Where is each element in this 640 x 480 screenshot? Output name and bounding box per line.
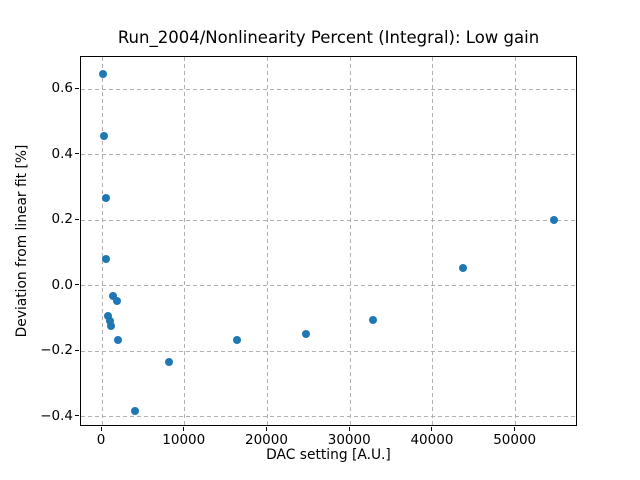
data-point xyxy=(459,263,468,272)
data-point xyxy=(301,330,310,339)
data-point xyxy=(107,321,116,330)
x-tick-mark xyxy=(514,427,516,431)
y-tick-mark xyxy=(75,153,79,155)
y-tick-mark xyxy=(75,415,79,417)
data-point xyxy=(104,311,113,320)
y-tick-label: 0.4 xyxy=(51,145,73,162)
y-gridline xyxy=(81,350,576,352)
x-gridline xyxy=(266,57,268,425)
y-tick-mark xyxy=(75,218,79,220)
y-tick-label: −0.2 xyxy=(40,342,73,359)
x-tick-mark xyxy=(183,427,185,431)
y-tick-label: 0.2 xyxy=(51,211,73,228)
y-tick-mark xyxy=(75,349,79,351)
data-point xyxy=(105,316,114,325)
x-tick-label: 20000 xyxy=(245,432,288,448)
x-tick-mark xyxy=(265,427,267,431)
x-tick-mark xyxy=(431,427,433,431)
data-point xyxy=(233,335,242,344)
y-tick-label: −0.4 xyxy=(40,407,73,424)
data-point xyxy=(131,406,140,415)
x-tick-mark xyxy=(348,427,350,431)
data-point xyxy=(114,335,123,344)
y-gridline xyxy=(81,219,576,221)
grid-layer xyxy=(81,57,576,425)
x-gridline xyxy=(184,57,186,425)
plot-area xyxy=(80,56,577,426)
x-gridline xyxy=(101,57,103,425)
data-point xyxy=(369,315,378,324)
data-point xyxy=(109,292,118,301)
x-axis-label: DAC setting [A.U.] xyxy=(266,447,391,463)
data-point xyxy=(165,357,174,366)
x-tick-mark xyxy=(100,427,102,431)
data-point xyxy=(101,255,110,264)
y-gridline xyxy=(81,285,576,287)
y-gridline xyxy=(81,154,576,156)
y-gridline xyxy=(81,88,576,90)
x-tick-label: 0 xyxy=(96,432,106,448)
data-point xyxy=(101,194,110,203)
x-tick-label: 40000 xyxy=(410,432,454,448)
y-tick-label: 0.0 xyxy=(51,276,73,293)
data-point xyxy=(99,131,108,140)
y-tick-mark xyxy=(75,87,79,89)
x-tick-label: 50000 xyxy=(493,432,537,448)
y-tick-label: 0.6 xyxy=(51,80,73,97)
chart-title: Run_2004/Nonlinearity Percent (Integral)… xyxy=(117,28,540,47)
y-axis-label-text: Deviation from linear fit [%] xyxy=(14,144,30,338)
data-point xyxy=(112,297,121,306)
x-tick-label: 10000 xyxy=(162,432,206,448)
x-gridline xyxy=(349,57,351,425)
x-tick-label: 30000 xyxy=(327,432,371,448)
y-gridline xyxy=(81,416,576,418)
x-gridline xyxy=(432,57,434,425)
y-tick-mark xyxy=(75,284,79,286)
x-gridline xyxy=(515,57,517,425)
data-point xyxy=(99,69,107,78)
data-point xyxy=(550,216,559,225)
